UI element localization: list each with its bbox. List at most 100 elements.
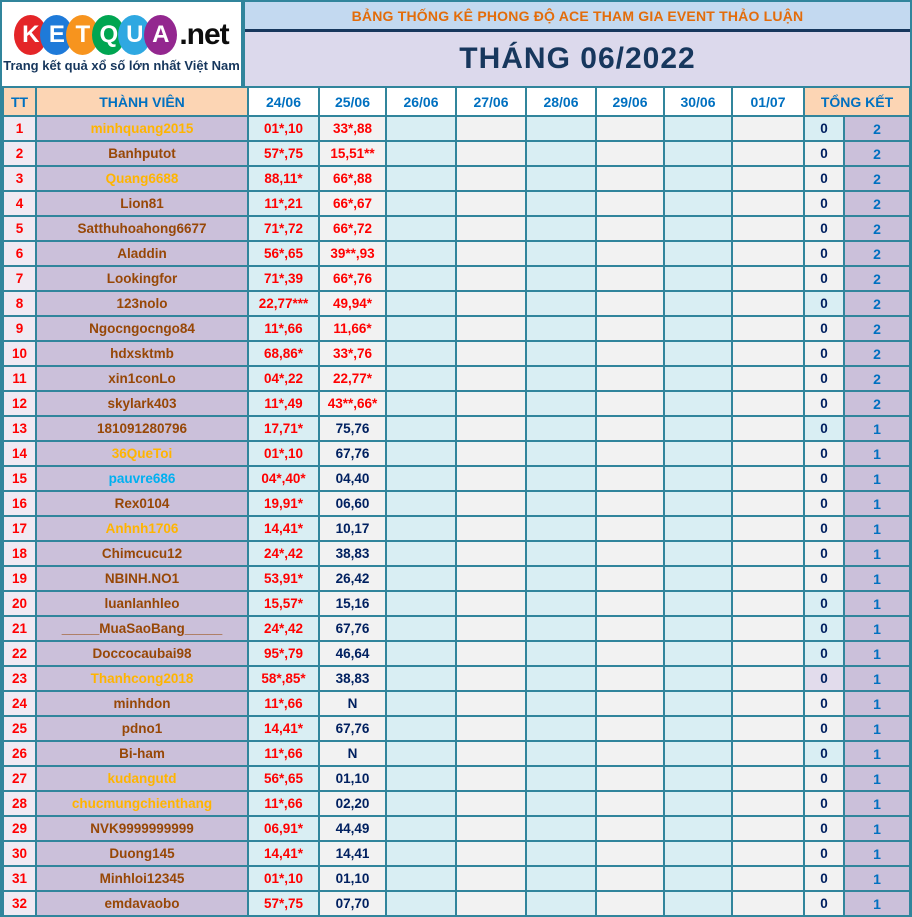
score-01-07 [731, 715, 805, 742]
score-24-06: 04*,22 [247, 365, 320, 392]
row-number: 3 [2, 165, 37, 192]
total-count: 2 [843, 115, 911, 142]
row-number: 27 [2, 765, 37, 792]
score-24-06: 11*,66 [247, 740, 320, 767]
score-30-06 [663, 290, 733, 317]
score-30-06 [663, 390, 733, 417]
total-count: 1 [843, 565, 911, 592]
score-25-06: 38,83 [318, 540, 387, 567]
score-29-06 [595, 565, 665, 592]
score-30-06 [663, 565, 733, 592]
score-26-06 [385, 465, 457, 492]
member-name: Quang6688 [35, 165, 249, 192]
score-28-06 [525, 565, 597, 592]
total-count: 1 [843, 465, 911, 492]
score-27-06 [455, 590, 527, 617]
score-24-06: 14,41* [247, 515, 320, 542]
score-28-06 [525, 490, 597, 517]
score-24-06: 06,91* [247, 815, 320, 842]
score-24-06: 24*,42 [247, 540, 320, 567]
row-number: 20 [2, 590, 37, 617]
score-01-07 [731, 765, 805, 792]
table-row: 2 Banhputot 57*,75 15,51** 0 2 [2, 140, 911, 167]
score-29-06 [595, 265, 665, 292]
total-count: 1 [843, 790, 911, 817]
score-29-06 [595, 690, 665, 717]
row-number: 15 [2, 465, 37, 492]
zero-count: 0 [803, 615, 845, 642]
total-count: 1 [843, 515, 911, 542]
row-number: 11 [2, 365, 37, 392]
score-24-06: 11*,49 [247, 390, 320, 417]
table-row: 3 Quang6688 88,11* 66*,88 0 2 [2, 165, 911, 192]
table-row: 13 181091280796 17,71* 75,76 0 1 [2, 415, 911, 442]
member-name: Aladdin [35, 240, 249, 267]
score-27-06 [455, 515, 527, 542]
total-count: 1 [843, 690, 911, 717]
score-25-06: 06,60 [318, 490, 387, 517]
row-number: 24 [2, 690, 37, 717]
score-29-06 [595, 240, 665, 267]
member-name: Rex0104 [35, 490, 249, 517]
total-count: 1 [843, 765, 911, 792]
score-27-06 [455, 390, 527, 417]
table-row: 7 Lookingfor 71*,39 66*,76 0 2 [2, 265, 911, 292]
score-29-06 [595, 840, 665, 867]
total-count: 1 [843, 415, 911, 442]
member-name: minhdon [35, 690, 249, 717]
member-name: minhquang2015 [35, 115, 249, 142]
score-27-06 [455, 790, 527, 817]
total-count: 1 [843, 665, 911, 692]
table-row: 19 NBINH.NO1 53,91* 26,42 0 1 [2, 565, 911, 592]
score-01-07 [731, 890, 805, 917]
zero-count: 0 [803, 640, 845, 667]
score-27-06 [455, 115, 527, 142]
score-30-06 [663, 265, 733, 292]
score-30-06 [663, 415, 733, 442]
table-row: 6 Aladdin 56*,65 39**,93 0 2 [2, 240, 911, 267]
zero-count: 0 [803, 840, 845, 867]
score-29-06 [595, 140, 665, 167]
score-28-06 [525, 190, 597, 217]
table-row: 26 Bi-ham 11*,66 N 0 1 [2, 740, 911, 767]
score-01-07 [731, 515, 805, 542]
score-01-07 [731, 640, 805, 667]
score-01-07 [731, 165, 805, 192]
score-28-06 [525, 890, 597, 917]
score-28-06 [525, 640, 597, 667]
score-25-06: 75,76 [318, 415, 387, 442]
member-name: Satthuhoahong6677 [35, 215, 249, 242]
score-30-06 [663, 865, 733, 892]
table-row: 1 minhquang2015 01*,10 33*,88 0 2 [2, 115, 911, 142]
score-24-06: 14,41* [247, 715, 320, 742]
table-row: 27 kudangutd 56*,65 01,10 0 1 [2, 765, 911, 792]
table-row: 28 chucmungchienthang 11*,66 02,20 0 1 [2, 790, 911, 817]
score-01-07 [731, 190, 805, 217]
row-number: 5 [2, 215, 37, 242]
score-27-06 [455, 240, 527, 267]
member-name: Lookingfor [35, 265, 249, 292]
table-row: 20 luanlanhleo 15,57* 15,16 0 1 [2, 590, 911, 617]
score-27-06 [455, 215, 527, 242]
score-27-06 [455, 840, 527, 867]
member-name: xin1conLo [35, 365, 249, 392]
zero-count: 0 [803, 590, 845, 617]
table-row: 11 xin1conLo 04*,22 22,77* 0 2 [2, 365, 911, 392]
score-30-06 [663, 240, 733, 267]
table-row: 5 Satthuhoahong6677 71*,72 66*,72 0 2 [2, 215, 911, 242]
zero-count: 0 [803, 290, 845, 317]
score-30-06 [663, 790, 733, 817]
score-26-06 [385, 190, 457, 217]
score-01-07 [731, 815, 805, 842]
table-row: 15 pauvre686 04*,40* 04,40 0 1 [2, 465, 911, 492]
zero-count: 0 [803, 115, 845, 142]
zero-count: 0 [803, 390, 845, 417]
score-24-06: 24*,42 [247, 615, 320, 642]
score-26-06 [385, 390, 457, 417]
score-26-06 [385, 740, 457, 767]
member-name: pdno1 [35, 715, 249, 742]
zero-count: 0 [803, 665, 845, 692]
score-30-06 [663, 740, 733, 767]
score-28-06 [525, 815, 597, 842]
